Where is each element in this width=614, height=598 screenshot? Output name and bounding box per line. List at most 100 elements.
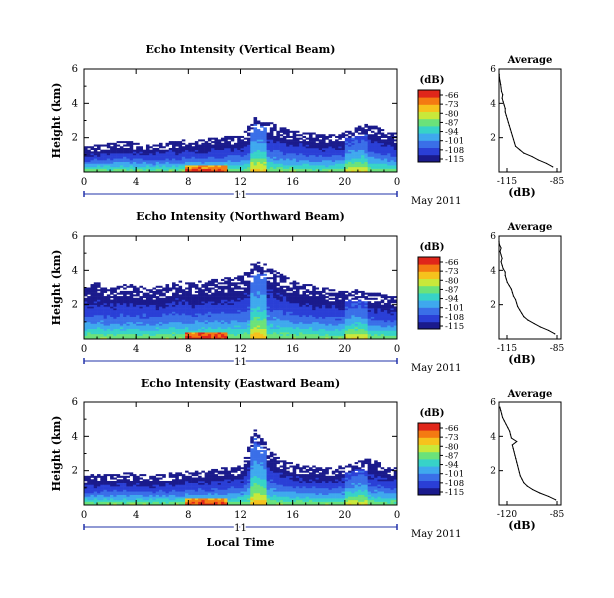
heatmap-cell <box>233 313 238 316</box>
heatmap-cell <box>194 332 199 335</box>
profile-point <box>499 80 501 82</box>
heatmap-cell <box>380 318 385 321</box>
heatmap-cell <box>247 170 251 173</box>
heatmap-cell <box>338 158 342 161</box>
heatmap-cell <box>351 142 355 145</box>
heatmap-cell <box>250 149 254 152</box>
heatmap-cell <box>240 306 245 309</box>
heatmap-cell <box>256 285 261 288</box>
heatmap-cell <box>292 170 297 173</box>
heatmap-cell <box>276 159 280 162</box>
heatmap-cell <box>126 325 130 328</box>
heatmap-cell <box>230 337 235 340</box>
heatmap-cell <box>158 149 163 152</box>
heatmap-cell <box>276 135 280 138</box>
heatmap-cell <box>374 159 378 162</box>
heatmap-cell <box>318 135 323 138</box>
heatmap-cell <box>194 144 199 147</box>
heatmap-cell <box>188 158 192 161</box>
profile-y-tick-label: 2 <box>490 134 496 144</box>
heatmap-cell <box>295 285 300 288</box>
heatmap-cell <box>289 287 293 290</box>
heatmap-cell <box>93 314 98 317</box>
heatmap-cell <box>214 330 218 333</box>
heatmap-cell <box>123 168 127 171</box>
heatmap-cell <box>116 141 121 144</box>
heatmap-cell <box>325 159 329 162</box>
heatmap-cell <box>322 154 326 157</box>
heatmap-cell <box>312 302 316 305</box>
heatmap-cell <box>201 144 205 147</box>
heatmap-cell <box>201 309 205 312</box>
heatmap-cell <box>100 297 104 300</box>
heatmap-cell <box>295 165 300 168</box>
heatmap-cell <box>204 141 209 144</box>
heatmap-cell <box>227 313 232 316</box>
heatmap-cell <box>240 332 245 335</box>
heatmap-cell <box>188 170 192 173</box>
heatmap-cell <box>338 149 342 152</box>
heatmap-cell <box>364 159 368 162</box>
heatmap-cell <box>341 302 346 305</box>
heatmap-cell <box>276 297 280 300</box>
heatmap-cell <box>344 297 349 300</box>
heatmap-cell <box>387 132 391 135</box>
heatmap-cell <box>84 153 88 156</box>
heatmap-cell <box>282 328 287 331</box>
heatmap-cell <box>256 149 261 152</box>
heatmap-cell <box>90 297 95 300</box>
heatmap-cell <box>295 282 300 285</box>
heatmap-cell <box>374 144 378 147</box>
heatmap-cell <box>123 147 127 150</box>
heatmap-cell <box>172 328 176 331</box>
heatmap-cell <box>279 290 284 293</box>
heatmap-cell <box>286 135 290 138</box>
heatmap-cell <box>260 268 264 271</box>
heatmap-cell <box>126 330 130 333</box>
heatmap-cell <box>374 151 378 154</box>
heatmap-cell <box>204 149 209 152</box>
heatmap-cell <box>116 163 121 166</box>
heatmap-cell <box>312 318 316 321</box>
heatmap-cell <box>90 332 95 335</box>
heatmap-cell <box>136 321 140 324</box>
heatmap-cell <box>308 139 313 142</box>
heatmap-cell <box>158 165 163 168</box>
heatmap-cell <box>217 287 222 290</box>
heatmap-cell <box>84 158 88 161</box>
heatmap-cell <box>370 302 375 305</box>
heatmap-cell <box>260 266 264 269</box>
heatmap-cell <box>194 290 199 293</box>
heatmap-cell <box>142 154 147 157</box>
heatmap-cell <box>341 308 346 311</box>
heatmap-cell <box>155 337 160 340</box>
heatmap-cell <box>126 335 130 338</box>
heatmap-cell <box>260 137 264 140</box>
heatmap-cell <box>387 330 391 333</box>
heatmap-cell <box>201 292 205 295</box>
heatmap-cell <box>344 141 349 144</box>
heatmap-cell <box>286 316 290 319</box>
heatmap-cell <box>256 301 261 304</box>
heatmap-cell <box>279 316 284 319</box>
heatmap-cell <box>364 163 368 166</box>
heatmap-cell <box>168 165 173 168</box>
profile-point <box>511 135 514 137</box>
heatmap-cell <box>279 275 284 278</box>
heatmap-cell <box>201 156 205 159</box>
heatmap-cell <box>273 304 277 307</box>
heatmap-cell <box>292 320 297 323</box>
heatmap-cell <box>393 299 398 302</box>
heatmap-cell <box>214 153 218 156</box>
heatmap-cell <box>305 166 310 169</box>
heatmap-cell <box>260 316 264 319</box>
heatmap-cell <box>341 296 346 299</box>
heatmap-cell <box>155 328 160 331</box>
heatmap-cell <box>123 323 127 326</box>
heatmap-cell <box>123 320 127 323</box>
heatmap-cell <box>100 318 104 321</box>
heatmap-cell <box>256 309 261 312</box>
heatmap-cell <box>263 330 267 333</box>
heatmap-cell <box>318 328 323 331</box>
heatmap-cell <box>367 304 372 307</box>
